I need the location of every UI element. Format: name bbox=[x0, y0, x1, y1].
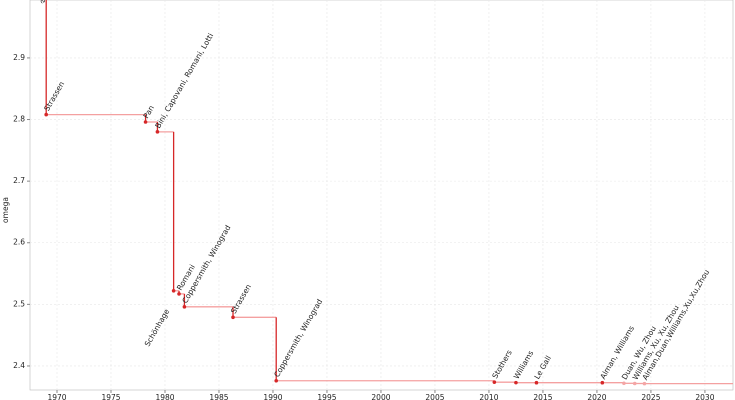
point bbox=[622, 381, 626, 386]
x-tick-label: 2000 bbox=[371, 393, 390, 400]
point bbox=[600, 380, 605, 385]
point-label: Stothers bbox=[490, 348, 514, 380]
point bbox=[177, 292, 181, 296]
point bbox=[143, 120, 148, 124]
point bbox=[274, 378, 279, 383]
point-label: Pan bbox=[141, 104, 156, 120]
x-tick-label: 2005 bbox=[425, 393, 444, 400]
x-tick-label: 1995 bbox=[317, 393, 336, 400]
y-tick-label: 2.6 bbox=[13, 238, 25, 247]
y-tick-label: 2.5 bbox=[13, 299, 25, 308]
point-label: Bini, Capovani, Romani, Lotti bbox=[153, 32, 215, 130]
x-tick-label: 1980 bbox=[155, 393, 174, 400]
x-tick-label: 1970 bbox=[47, 393, 66, 400]
x-tick-label: 2030 bbox=[695, 393, 714, 400]
point bbox=[44, 112, 48, 117]
point bbox=[182, 305, 187, 309]
point-label: Coppersmith, Winograd bbox=[272, 297, 324, 379]
point bbox=[155, 130, 160, 134]
point-label: Williams, Xu, Xu, Zhou bbox=[631, 303, 681, 381]
y-tick-label: 2.8 bbox=[13, 115, 25, 124]
point-label: Strassen bbox=[229, 282, 253, 315]
x-tick-label: 2010 bbox=[479, 393, 498, 400]
x-tick-label: 1975 bbox=[101, 393, 120, 400]
y-axis-label: omega bbox=[1, 197, 10, 223]
x-tick-label: 1985 bbox=[209, 393, 228, 400]
point bbox=[231, 315, 235, 320]
point bbox=[534, 380, 539, 385]
point-label: Schönhage bbox=[143, 307, 172, 348]
y-tick-label: 2.7 bbox=[13, 176, 25, 185]
y-tick-label: 2.4 bbox=[13, 361, 25, 370]
x-tick-label: 1990 bbox=[263, 393, 282, 400]
point bbox=[171, 289, 176, 293]
point bbox=[492, 380, 497, 384]
point bbox=[632, 381, 637, 386]
plot-frame bbox=[29, 0, 734, 391]
y-tick-label: 2.9 bbox=[13, 53, 25, 62]
x-tick-label: 2025 bbox=[641, 393, 660, 400]
point bbox=[514, 380, 518, 385]
point-label: naive bbox=[30, 0, 48, 5]
x-tick-label: 2015 bbox=[533, 393, 552, 400]
x-tick-label: 2020 bbox=[587, 393, 606, 400]
point bbox=[642, 381, 647, 386]
